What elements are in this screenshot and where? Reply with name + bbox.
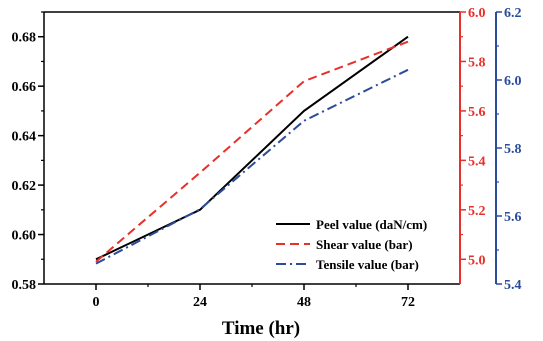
right1-y-tick-label: 5.6 <box>468 105 486 120</box>
x-tick-label: 48 <box>297 295 311 310</box>
legend-label: Shear value (bar) <box>316 237 413 252</box>
right1-y-tick-label: 5.0 <box>468 253 486 268</box>
x-tick-label: 72 <box>401 295 415 310</box>
legend: Peel value (daN/cm) Shear value (bar) Tens… <box>276 217 427 272</box>
left-y-tick-label: 0.58 <box>12 278 37 293</box>
left-y-tick-label: 0.62 <box>12 179 37 194</box>
left-y-tick-label: 0.64 <box>12 130 37 145</box>
right2-y-tick-label: 5.8 <box>504 142 522 157</box>
series-group <box>95 35 409 265</box>
series-line-1 <box>95 35 409 261</box>
x-tick-label: 0 <box>93 295 100 310</box>
right2-y-tick-label: 5.6 <box>504 210 522 225</box>
right2-y-tick-label: 6.0 <box>504 74 522 89</box>
right1-y-tick-label: 6.0 <box>468 6 486 21</box>
legend-label: Peel value (daN/cm) <box>316 217 427 232</box>
left-y-tick-label: 0.66 <box>12 80 37 95</box>
right1-y-tick-label: 5.4 <box>468 154 486 169</box>
right1-y-tick-label: 5.8 <box>468 55 486 70</box>
right2-y-tick-label: 5.4 <box>504 278 522 293</box>
right2-y-tick-label: 6.2 <box>504 6 522 21</box>
x-tick-label: 24 <box>193 295 207 310</box>
axes: 0 24 48 72 0.58 0.60 0.62 0.64 0.66 0.68 5.0 5.2 5.4… <box>12 6 522 310</box>
left-y-tick-label: 0.68 <box>12 31 37 46</box>
left-y-tick-label: 0.60 <box>12 229 37 244</box>
x-axis-title: Time (hr) <box>222 318 300 339</box>
right1-y-tick-label: 5.2 <box>468 204 486 219</box>
series-line-3 <box>95 68 409 265</box>
legend-label: Tensile value (bar) <box>316 257 419 272</box>
